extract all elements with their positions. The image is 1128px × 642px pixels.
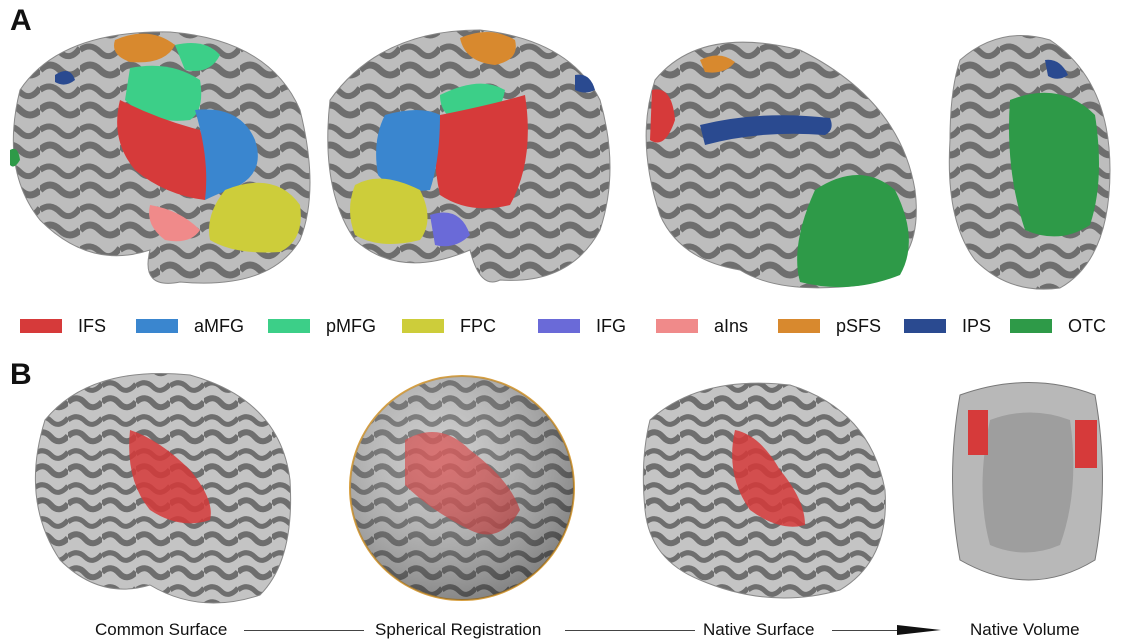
legend-label: IFS — [78, 315, 107, 336]
step-spherical-registration: Spherical Registration — [375, 620, 542, 639]
step-native-volume: Native Volume — [970, 620, 1080, 639]
connector-line — [832, 630, 897, 631]
legend-label: pMFG — [326, 315, 377, 336]
legend-item-pmfg: pMFG — [268, 312, 376, 340]
legend-label: aMFG — [194, 315, 245, 336]
legend-swatch — [656, 319, 698, 333]
native-volume-slice — [952, 382, 1103, 581]
panel-label-b: B — [10, 358, 32, 391]
brain-lateral-right — [327, 29, 611, 283]
legend-item-fpc: FPC — [402, 312, 496, 340]
legend-swatch — [1010, 319, 1052, 333]
brain-lateral-left — [10, 31, 311, 284]
legend-swatch — [778, 319, 820, 333]
legend-item-amfg: aMFG — [136, 312, 244, 340]
legend-label: FPC — [460, 315, 496, 336]
connector-line — [244, 630, 364, 631]
common-surface-brain — [34, 372, 292, 604]
legend-item-psfs: pSFS — [778, 312, 881, 340]
legend-item-ains: aIns — [656, 312, 748, 340]
connector-line — [565, 630, 695, 631]
legend-item-otc: OTC — [1010, 312, 1106, 340]
legend-label: OTC — [1068, 315, 1106, 336]
legend-item-ips: IPS — [904, 312, 991, 340]
panel-b-pipeline-images — [34, 372, 1103, 604]
legend-swatch — [20, 319, 62, 333]
step-common-surface: Common Surface — [95, 620, 228, 639]
brain-ventral-view — [645, 41, 917, 289]
brain-posterior-view — [948, 35, 1111, 290]
arrow-right-icon — [897, 625, 941, 635]
legend-label: IPS — [962, 315, 992, 336]
step-native-surface: Native Surface — [703, 620, 815, 639]
legend-label: aIns — [714, 315, 749, 336]
legend-swatch — [904, 319, 946, 333]
legend-swatch — [402, 319, 444, 333]
region-legend: IFS aMFG pMFG FPC IFG aIns pSFS IPS OTC — [20, 312, 1120, 340]
panel-a-brain-views — [10, 29, 1111, 290]
spherical-registration-sphere — [349, 375, 575, 601]
panel-label-a: A — [10, 4, 32, 37]
legend-swatch — [268, 319, 310, 333]
legend-item-ifs: IFS — [20, 312, 106, 340]
legend-label: IFG — [596, 315, 626, 336]
legend-item-ifg: IFG — [538, 312, 626, 340]
legend-swatch — [136, 319, 178, 333]
native-surface-brain — [642, 382, 886, 599]
legend-label: pSFS — [836, 315, 882, 336]
legend-swatch — [538, 319, 580, 333]
